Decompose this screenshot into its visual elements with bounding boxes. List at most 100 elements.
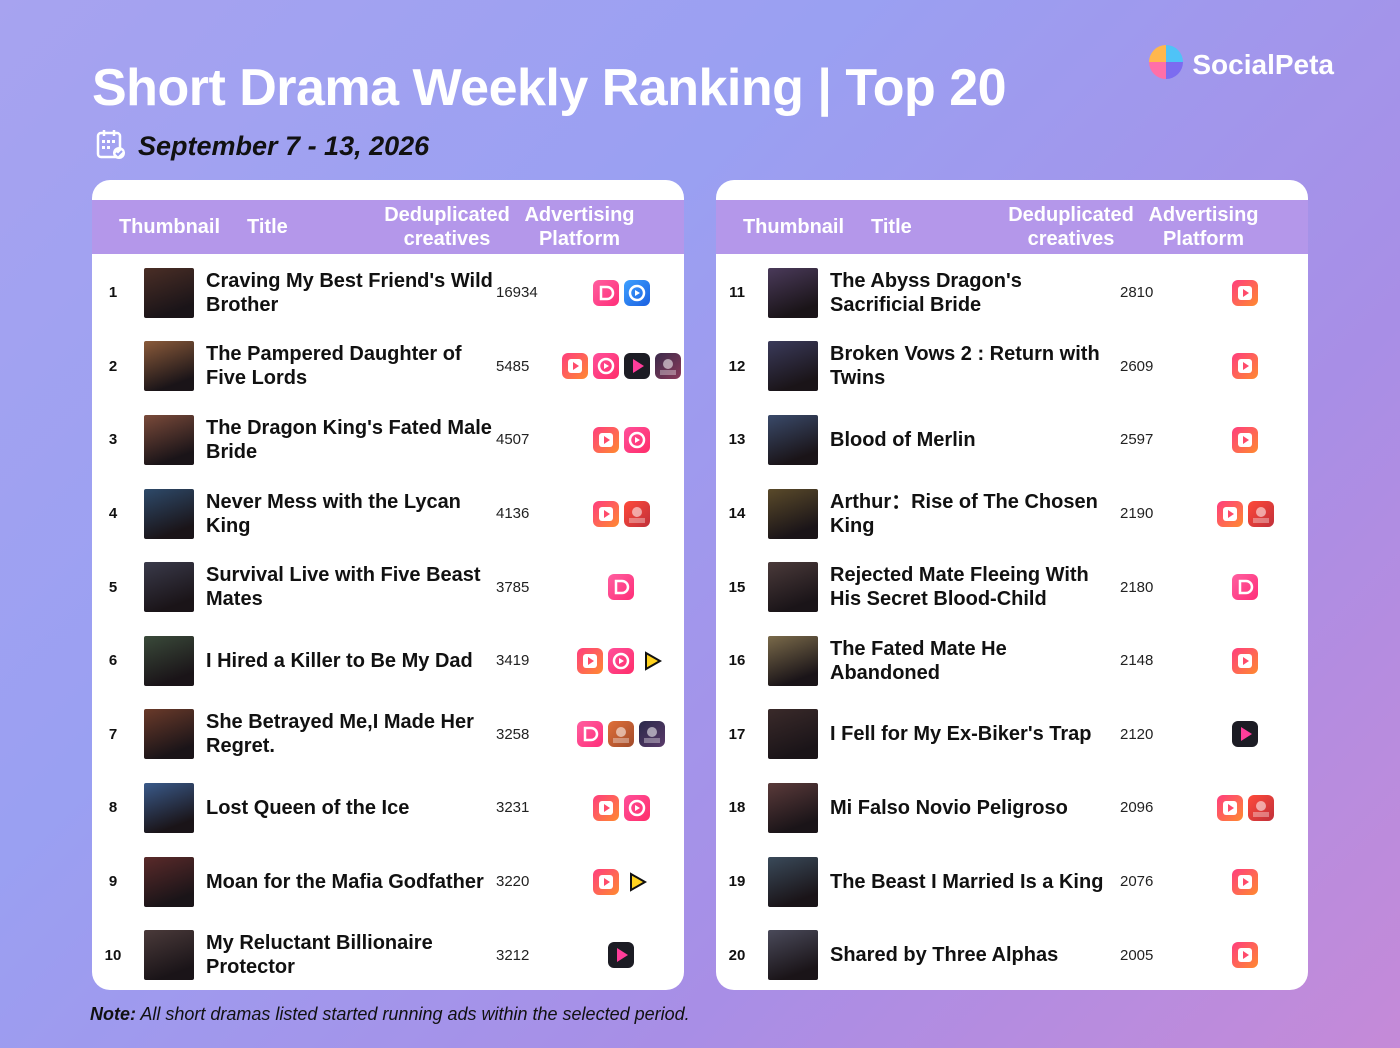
- dark-photo-app-icon: [639, 721, 665, 748]
- table-row: 7 She Betrayed Me,I Made Her Regret. 3258: [92, 698, 684, 772]
- creatives-count: 3258: [496, 725, 530, 743]
- platform-icons: [1182, 942, 1308, 969]
- creatives-count: 2076: [1120, 873, 1154, 891]
- creatives-count: 3419: [496, 652, 530, 670]
- table-row: 11 The Abyss Dragon's Sacrificial Bride 28…: [716, 256, 1308, 330]
- rows-right: 11 The Abyss Dragon's Sacrificial Bride 28…: [716, 254, 1308, 990]
- brand-name: SocialPeta: [1192, 48, 1334, 80]
- table-row: 6 I Hired a Killer to Be My Dad 3419: [92, 624, 684, 698]
- table-row: 20 Shared by Three Alphas 2005: [716, 918, 1308, 990]
- drama-title: I Hired a Killer to Be My Dad: [206, 649, 473, 672]
- platform-icons: [1182, 647, 1308, 674]
- drama-thumbnail: [768, 930, 818, 981]
- platform-icons: [1182, 574, 1308, 601]
- table-row: 1 Craving My Best Friend's Wild Brother 16…: [92, 256, 684, 330]
- footnote: Note: All short dramas listed started ru…: [90, 1004, 690, 1025]
- platform-icons: [558, 500, 684, 527]
- creatives-count: 2096: [1120, 799, 1154, 817]
- drama-title: Lost Queen of the Ice: [206, 796, 410, 819]
- creatives-count: 16934: [496, 284, 538, 302]
- red-play-app-icon: [592, 500, 619, 527]
- pink-app-icon: [577, 721, 603, 748]
- rank-number: 18: [728, 799, 746, 817]
- yellow-play-app-icon: [639, 647, 665, 674]
- dark-play-app-icon: [1232, 721, 1258, 748]
- rank-number: 10: [104, 946, 122, 964]
- red-play-app-icon: [1232, 426, 1258, 453]
- rank-number: 4: [108, 505, 118, 523]
- creatives-count: 2180: [1120, 578, 1154, 596]
- red-photo-app-icon: [1247, 500, 1274, 527]
- drama-title: The Pampered Daughter of Five Lords: [206, 343, 462, 390]
- creatives-count: 4136: [496, 505, 530, 523]
- rank-number: 12: [728, 357, 746, 375]
- column-platform: Advertising Platform: [524, 204, 635, 250]
- red-play-app-icon: [592, 868, 619, 895]
- drama-title: The Fated Mate He Abandoned: [830, 637, 1007, 684]
- table-row: 3 The Dragon King's Fated Male Bride 4507: [92, 403, 684, 477]
- creatives-count: 5485: [496, 357, 530, 375]
- blue-app-icon: [623, 279, 650, 306]
- drama-thumbnail: [144, 562, 194, 613]
- rank-number: 11: [729, 284, 745, 302]
- note-label: Note:: [90, 1004, 136, 1024]
- red-play-app-icon: [592, 794, 619, 821]
- drama-thumbnail: [144, 267, 194, 318]
- red-play-app-icon: [1232, 353, 1258, 380]
- red-play-app-icon: [1232, 942, 1258, 969]
- drama-thumbnail: [768, 414, 818, 465]
- pink-app-icon: [608, 574, 634, 601]
- creatives-count: 4507: [496, 431, 530, 449]
- drama-thumbnail: [144, 782, 194, 833]
- platform-icons: [1182, 426, 1308, 453]
- creatives-count: 2148: [1120, 652, 1154, 670]
- table-row: 10 My Reluctant Billionaire Protector 3212: [92, 918, 684, 990]
- platform-icons: [1182, 500, 1308, 527]
- drama-title: Shared by Three Alphas: [830, 944, 1059, 967]
- red-photo-app-icon: [623, 500, 650, 527]
- drama-thumbnail: [768, 782, 818, 833]
- rank-number: 1: [108, 284, 118, 302]
- red-play-app-icon: [1216, 794, 1243, 821]
- drama-thumbnail: [144, 488, 194, 539]
- table-row: 4 Never Mess with the Lycan King 4136: [92, 477, 684, 551]
- creatives-count: 2810: [1120, 284, 1154, 302]
- red-play-app-icon: [1232, 868, 1258, 895]
- platform-icons: [558, 721, 684, 748]
- note-text: All short dramas listed started running …: [136, 1004, 690, 1024]
- drama-title: The Dragon King's Fated Male Bride: [206, 416, 492, 463]
- drama-title: She Betrayed Me,I Made Her Regret.: [206, 711, 474, 758]
- brand-logo: SocialPeta: [1148, 44, 1334, 85]
- yellow-play-app-icon: [623, 868, 650, 895]
- rows-left: 1 Craving My Best Friend's Wild Brother 16…: [92, 254, 684, 990]
- platform-icons: [558, 942, 684, 969]
- rank-number: 16: [728, 652, 746, 670]
- rank-number: 3: [108, 431, 118, 449]
- column-thumbnail: Thumbnail: [742, 216, 845, 238]
- table-row: 15 Rejected Mate Fleeing With His Secret …: [716, 550, 1308, 624]
- photo-app-icon: [654, 353, 681, 380]
- drama-thumbnail: [768, 562, 818, 613]
- table-row: 17 I Fell for My Ex-Biker's Trap 2120: [716, 698, 1308, 772]
- creatives-count: 3212: [496, 946, 530, 964]
- drama-title: Arthur：Rise of The Chosen King: [830, 490, 1098, 537]
- column-platform: Advertising Platform: [1148, 204, 1259, 250]
- drama-title: Never Mess with the Lycan King: [206, 490, 461, 537]
- creatives-count: 2597: [1120, 431, 1154, 449]
- platform-icons: [558, 353, 684, 380]
- drama-thumbnail: [768, 635, 818, 686]
- drama-thumbnail: [768, 267, 818, 318]
- drama-thumbnail: [144, 930, 194, 981]
- rank-number: 6: [108, 652, 118, 670]
- column-thumbnail: Thumbnail: [118, 216, 221, 238]
- ranking-table-right: Thumbnail Title Deduplicated creatives A…: [716, 180, 1308, 990]
- dark-play-app-icon: [608, 942, 634, 969]
- drama-thumbnail: [768, 856, 818, 907]
- platform-icons: [558, 279, 684, 306]
- rank-number: 5: [108, 578, 118, 596]
- drama-thumbnail: [144, 341, 194, 392]
- creatives-count: 2609: [1120, 357, 1154, 375]
- pink-circle-app-icon: [623, 426, 650, 453]
- platform-icons: [558, 426, 684, 453]
- drama-title: The Abyss Dragon's Sacrificial Bride: [830, 269, 1022, 316]
